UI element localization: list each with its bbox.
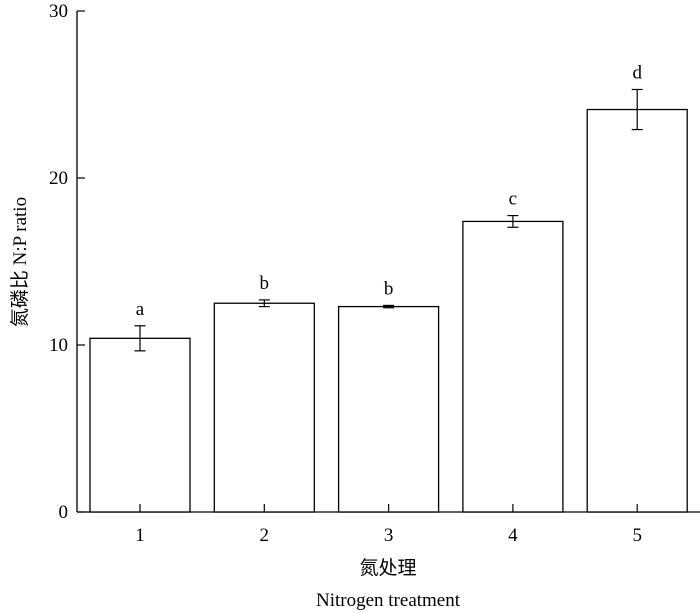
bar-4 <box>462 220 564 513</box>
x-tick-label: 5 <box>632 525 642 546</box>
bar-1 <box>89 337 191 513</box>
y-tick-label: 10 <box>49 335 68 356</box>
significance-letter-3: b <box>384 278 394 299</box>
y-tick-label: 30 <box>49 1 68 22</box>
y-axis-title: 氮磷比 N:P ratio <box>9 197 31 327</box>
significance-letter-4: c <box>509 189 517 210</box>
x-axis-title-zh: 氮处理 <box>359 557 416 579</box>
x-tick-label: 1 <box>135 525 145 546</box>
bar-3 <box>337 305 440 513</box>
bar-2 <box>213 302 315 513</box>
significance-letter-5: d <box>632 62 642 83</box>
y-tick-label: 20 <box>49 168 68 189</box>
x-tick-label: 3 <box>384 525 394 546</box>
y-tick-label: 0 <box>59 502 69 523</box>
x-axis-title-en: Nitrogen treatment <box>316 590 461 611</box>
x-tick-label: 2 <box>260 525 270 546</box>
x-tick-label: 4 <box>508 525 518 546</box>
plot-area: 0 10 20 30 a 1 b 2 b 3 c 4 d 5 <box>49 1 700 546</box>
significance-letter-2: b <box>260 273 270 294</box>
significance-letter-1: a <box>136 299 145 320</box>
bar-5 <box>586 108 688 513</box>
